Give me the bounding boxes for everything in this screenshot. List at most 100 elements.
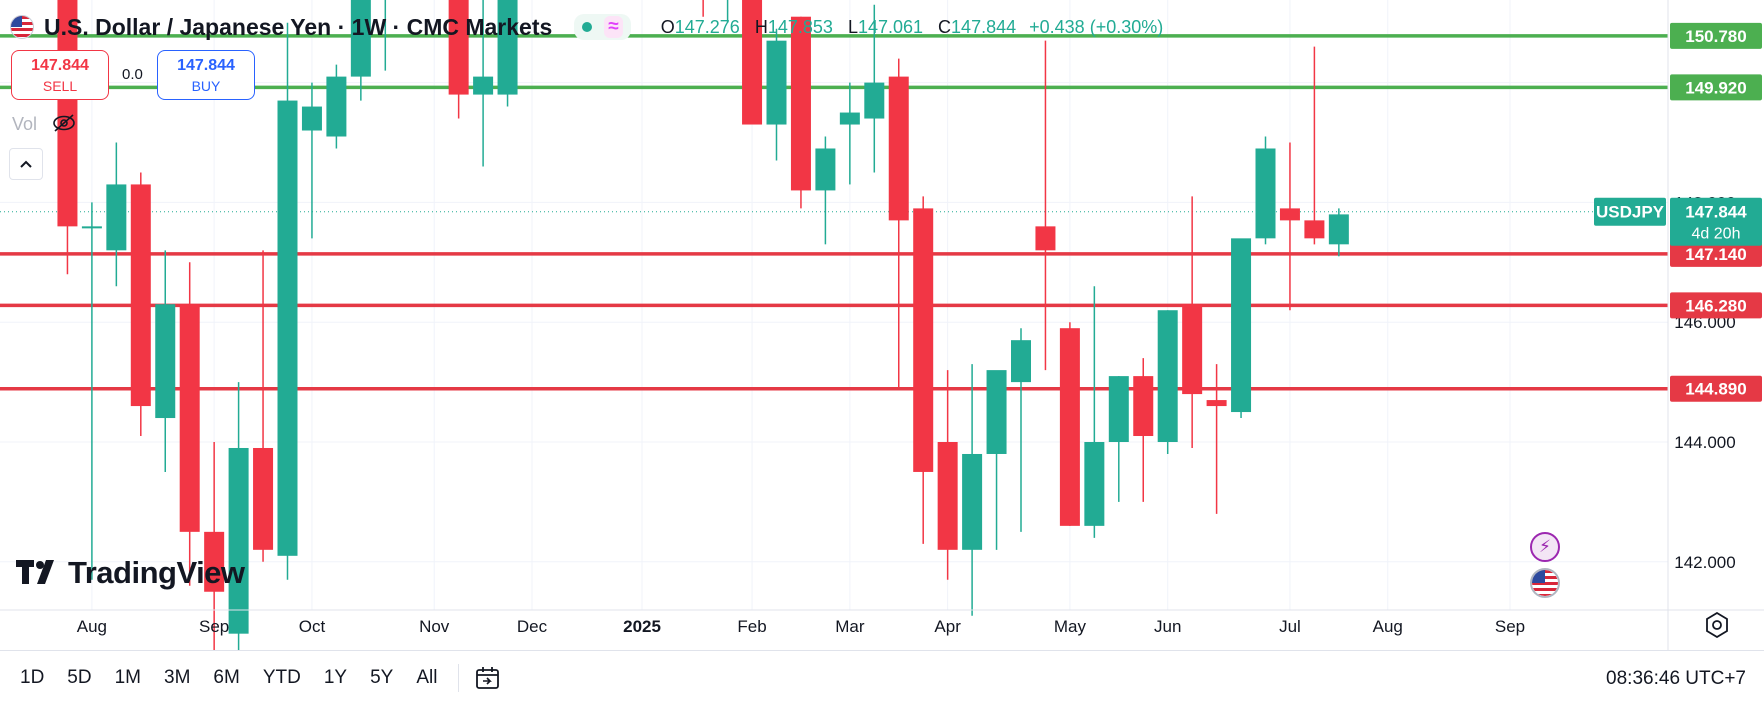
- time-tick-label: Jul: [1279, 617, 1301, 636]
- candle-body: [937, 442, 958, 550]
- candle-body: [986, 370, 1007, 454]
- price-axis[interactable]: 142.000144.000146.000148.000150.000152.0…: [1594, 0, 1762, 650]
- high-value: 147.853: [767, 16, 833, 37]
- time-axis[interactable]: Aug Sep Oct Nov Dec 2025 Feb Mar Apr May Jun Jul Aug…: [0, 609, 1764, 636]
- buy-button[interactable]: 147.844 BUY: [157, 50, 255, 100]
- candle-body: [1133, 376, 1154, 437]
- candle-body: [204, 531, 225, 592]
- time-tick-label: Aug: [1373, 617, 1403, 636]
- candle: [937, 370, 958, 580]
- candle: [1304, 46, 1325, 245]
- candle-body: [1059, 328, 1080, 526]
- symbol-title[interactable]: U.S. Dollar / Japanese Yen · 1W · CMC Ma…: [44, 13, 553, 40]
- collapse-legend-button[interactable]: [9, 148, 43, 180]
- candle-body: [130, 184, 151, 407]
- time-tick-label: May: [1054, 617, 1087, 636]
- range-1m[interactable]: 1M: [114, 667, 141, 688]
- range-1d[interactable]: 1D: [20, 667, 45, 688]
- candle: [839, 82, 860, 185]
- candle-body: [1035, 226, 1056, 251]
- time-tick-label: Aug: [77, 617, 107, 636]
- candle: [1231, 238, 1252, 419]
- candle: [1084, 286, 1105, 538]
- volume-indicator-label: Vol: [12, 114, 38, 134]
- symbol-tag-label: USDJPY: [1596, 203, 1665, 222]
- time-tick-label: Mar: [835, 617, 865, 636]
- time-tick-label: Nov: [419, 617, 450, 636]
- chart-header: U.S. Dollar / Japanese Yen · 1W · CMC Ma…: [10, 10, 1163, 44]
- support-level-label: 144.890: [1685, 380, 1746, 399]
- change-value: +0.438 (+0.30%): [1029, 16, 1164, 37]
- go-to-date-button[interactable]: [471, 661, 505, 695]
- candle-body: [155, 304, 176, 419]
- candle: [1059, 322, 1080, 526]
- candle-body: [1084, 442, 1105, 526]
- chart-settings-icon[interactable]: [1704, 612, 1730, 638]
- tradingview-logo[interactable]: TradingView: [16, 554, 245, 592]
- candle: [888, 58, 909, 389]
- market-open-dot-icon: [582, 22, 593, 32]
- candle: [1206, 364, 1227, 514]
- time-tick-label: Oct: [299, 617, 326, 636]
- price-chart[interactable]: 142.000144.000146.000148.000150.000152.0…: [0, 0, 1764, 650]
- range-ytd[interactable]: YTD: [262, 667, 301, 688]
- range-1y[interactable]: 1Y: [323, 667, 348, 688]
- range-5d[interactable]: 5D: [67, 667, 92, 688]
- eye-hidden-icon[interactable]: [52, 113, 76, 133]
- candle: [1035, 40, 1056, 371]
- lightning-event-icon[interactable]: ⚡: [1530, 532, 1560, 562]
- candle: [106, 142, 127, 287]
- candle: [448, 0, 469, 119]
- support-level-label: 147.140: [1685, 245, 1746, 264]
- low-label: L: [847, 16, 858, 37]
- sell-price: 147.844: [31, 57, 89, 74]
- candle-body: [81, 226, 102, 229]
- candle: [1157, 310, 1178, 454]
- price-tick-label: 144.000: [1674, 433, 1735, 452]
- support-level-tag: [1670, 240, 1762, 267]
- buy-price: 147.844: [177, 57, 235, 74]
- candle-body: [497, 0, 518, 95]
- candle: [1255, 136, 1276, 245]
- range-6m[interactable]: 6M: [213, 667, 240, 688]
- us-economic-event-flag-icon[interactable]: [1530, 568, 1560, 598]
- candle-body: [253, 447, 274, 550]
- candle: [864, 4, 885, 173]
- candle-body: [1011, 340, 1031, 383]
- candle-body: [350, 0, 371, 77]
- close-label: C: [938, 16, 952, 37]
- candle-body: [790, 16, 811, 191]
- utc-clock[interactable]: 08:36:46 UTC+7: [1606, 668, 1746, 689]
- support-level-tag: [1670, 375, 1762, 402]
- candle-body: [448, 0, 469, 95]
- candle-body: [326, 76, 347, 137]
- candle-body: [1182, 304, 1203, 395]
- candle-body: [864, 82, 885, 119]
- market-status-pill[interactable]: ≈: [574, 14, 631, 40]
- candle-body: [277, 100, 298, 556]
- candle-body: [1231, 238, 1252, 413]
- resistance-level-tag: [1670, 22, 1762, 49]
- bar-countdown-label: 4d 20h: [1692, 226, 1741, 243]
- current-price-tag: [1670, 197, 1762, 246]
- resistance-level-tag: [1670, 74, 1762, 101]
- range-3m[interactable]: 3M: [164, 667, 191, 688]
- candle: [81, 202, 102, 580]
- candle: [179, 262, 200, 586]
- time-tick-label: Apr: [934, 617, 961, 636]
- time-tick-label: Sep: [1495, 617, 1525, 636]
- candle-body: [1157, 310, 1178, 442]
- range-all[interactable]: All: [416, 667, 438, 688]
- chevron-up-icon: [20, 160, 32, 168]
- range-5y[interactable]: 5Y: [370, 667, 394, 688]
- candle-body: [1255, 148, 1276, 239]
- candle: [253, 250, 274, 562]
- candle-body: [1328, 214, 1349, 245]
- sell-button[interactable]: 147.844 SELL: [11, 50, 109, 100]
- time-tick-label: Dec: [517, 617, 548, 636]
- tradingview-logo-icon: [16, 560, 54, 584]
- candle: [815, 136, 836, 245]
- candle-body: [742, 0, 763, 125]
- candle-body: [473, 76, 494, 95]
- candle-body: [228, 447, 249, 634]
